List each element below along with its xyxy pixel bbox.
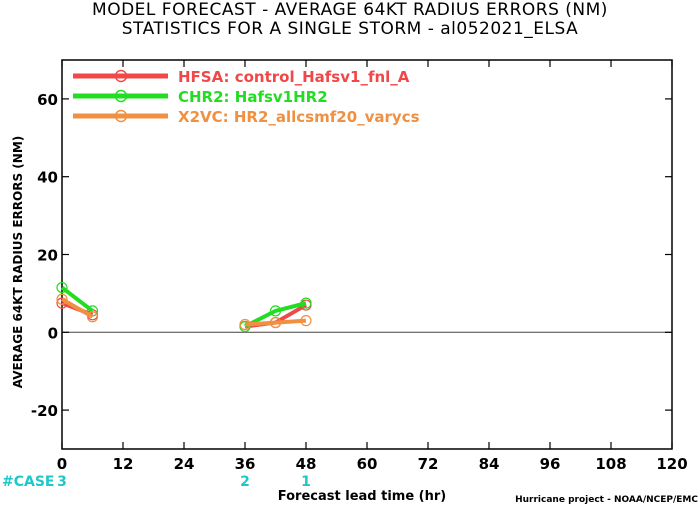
case-count: 2 [240, 474, 250, 490]
series-line [60, 285, 94, 313]
y-axis-label: AVERAGE 64KT RADIUS ERRORS (NM) [11, 136, 25, 388]
legend-marker [114, 109, 128, 123]
legend: HFSA: control_Hafsv1_fnl_A CHR2: Hafsv1HR… [73, 68, 420, 126]
case-count: 1 [301, 474, 311, 490]
y-axis: -20 0 20 40 60 [31, 91, 672, 420]
case-label: #CASE [2, 474, 55, 490]
x-tick-label: 120 [656, 455, 687, 473]
data-point [239, 318, 251, 331]
series-line [244, 318, 307, 327]
x-tick-label: 24 [174, 455, 195, 473]
series-layer [56, 281, 312, 333]
legend-entry: X2VC: HR2_allcsmf20_varycs [178, 108, 420, 126]
data-point [300, 297, 312, 309]
data-point [56, 281, 68, 294]
chart-title: MODEL FORECAST - AVERAGE 64KT RADIUS ERR… [92, 0, 608, 20]
legend-marker [114, 69, 128, 83]
legend-entry: HFSA: control_Hafsv1_fnl_A [178, 68, 410, 86]
x-tick-label: 0 [57, 455, 67, 473]
data-point [86, 311, 99, 323]
y-tick-label: 60 [37, 91, 58, 109]
y-tick-label: -20 [31, 402, 58, 420]
data-point [269, 316, 282, 329]
data-point [300, 315, 312, 327]
x-tick-label: 96 [540, 455, 561, 473]
legend-entry: CHR2: Hafsv1HR2 [178, 88, 328, 106]
x-tick-label: 108 [595, 455, 626, 473]
x-tick-label: 36 [235, 455, 256, 473]
credit-text: Hurricane project - NOAA/NCEP/EMC [515, 495, 698, 505]
x-tick-label: 84 [479, 455, 500, 473]
x-axis-label: Forecast lead time (hr) [278, 489, 446, 504]
y-tick-label: 0 [48, 324, 58, 342]
case-counts: 3 2 1 [57, 474, 311, 490]
y-tick-label: 20 [37, 247, 58, 265]
legend-marker [114, 89, 128, 103]
series-line [61, 297, 94, 319]
chart-subtitle: STATISTICS FOR A SINGLE STORM - al052021… [121, 19, 579, 39]
x-tick-label: 72 [418, 455, 439, 473]
data-point [269, 305, 282, 317]
x-axis: 0 12 24 36 48 60 72 84 96 108 120 [57, 60, 688, 473]
y-tick-label: 40 [37, 169, 58, 187]
data-point [56, 293, 68, 305]
x-tick-label: 12 [113, 455, 134, 473]
series-3 [56, 293, 312, 331]
x-tick-label: 48 [296, 455, 317, 473]
case-count: 3 [57, 474, 67, 490]
series-line [244, 301, 307, 329]
x-tick-label: 60 [357, 455, 378, 473]
